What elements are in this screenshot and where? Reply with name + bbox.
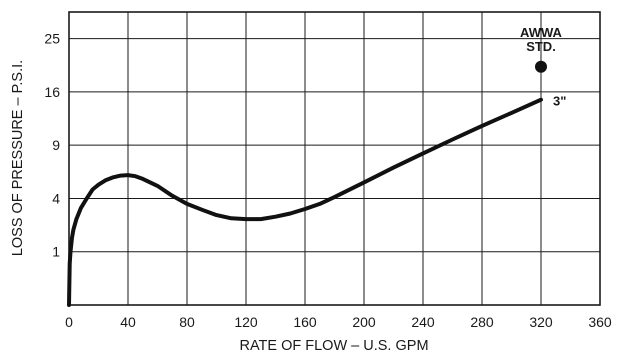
series-label-3-inch: 3" [553, 94, 566, 109]
x-tick-label: 120 [234, 314, 258, 330]
x-tick-label: 320 [529, 314, 553, 330]
x-tick-label: 80 [179, 314, 195, 330]
x-axis-label: RATE OF FLOW – U.S. GPM [239, 338, 428, 354]
awwa-label-line1: AWWA [520, 25, 562, 40]
x-axis-ticks: 0 40 80 120 160 200 240 280 320 360 [65, 314, 612, 330]
series-line-3-inch [67, 97, 543, 307]
y-tick-label: 16 [44, 84, 60, 100]
y-tick-label: 1 [52, 244, 60, 260]
awwa-std-point [535, 60, 547, 73]
x-tick-label: 200 [352, 314, 376, 330]
y-tick-label: 25 [44, 31, 60, 47]
x-tick-label: 240 [411, 314, 435, 330]
x-tick-label: 280 [470, 314, 494, 330]
y-axis-label: LOSS OF PRESSURE – P.S.I. [10, 60, 26, 256]
x-tick-label: 40 [120, 314, 136, 330]
y-tick-label: 9 [52, 137, 60, 153]
y-axis-ticks: 1 4 9 16 25 [44, 31, 60, 260]
x-tick-label: 160 [293, 314, 317, 330]
plot-frame [68, 11, 601, 306]
x-tick-label: 360 [588, 314, 612, 330]
awwa-label-line2: STD. [526, 39, 556, 54]
grid-lines [69, 12, 600, 305]
y-tick-label: 4 [52, 190, 60, 206]
x-tick-label: 0 [65, 314, 73, 330]
